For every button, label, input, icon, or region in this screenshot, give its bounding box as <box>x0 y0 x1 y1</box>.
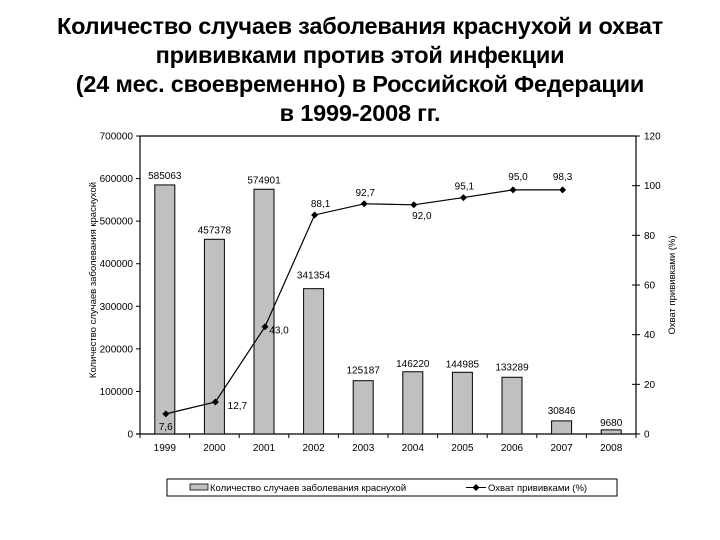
diamond-marker-icon <box>162 410 170 418</box>
x-axis: 1999 2000 2001 2002 2003 2004 2005 2006 2007 2008 <box>136 433 637 454</box>
bar-value-label: 133289 <box>495 362 529 373</box>
line-value-label: 98,3 <box>553 172 573 183</box>
left-axis-tick-label: 400000 <box>100 259 134 270</box>
x-axis-tick-label: 1999 <box>154 443 177 454</box>
right-axis-tick-label: 100 <box>644 181 661 192</box>
left-axis-tick-label: 700000 <box>100 132 134 143</box>
bar <box>402 371 424 435</box>
right-axis: 0 20 40 60 80 100 120 <box>632 132 661 441</box>
left-axis-tick-label: 100000 <box>100 387 134 398</box>
bar <box>451 371 473 435</box>
line-value-label: 95,1 <box>455 182 475 193</box>
line-value-label: 88,1 <box>311 199 331 210</box>
bar-value-label: 585063 <box>148 171 182 182</box>
diamond-marker-icon <box>410 201 418 209</box>
x-axis-tick-label: 2008 <box>600 443 623 454</box>
bar-value-label: 146220 <box>396 359 430 370</box>
line-value-label: 7,6 <box>159 422 173 433</box>
line-value-label: 95,0 <box>508 172 528 183</box>
right-axis-tick-label: 20 <box>644 380 656 391</box>
x-axis-tick-label: 2002 <box>302 443 325 454</box>
legend-label-coverage: Охват прививками (%) <box>488 483 587 494</box>
legend-box <box>166 478 618 497</box>
left-axis-tick-label: 0 <box>127 430 133 441</box>
bar-value-label: 341354 <box>297 271 331 282</box>
bar-value-label: 9680 <box>600 418 623 429</box>
left-axis-tick-label: 200000 <box>100 344 134 355</box>
title-line-1: Количество случаев заболевания краснухой… <box>56 13 664 39</box>
diamond-marker-icon <box>360 200 368 208</box>
line-value-label: 92,0 <box>412 211 432 222</box>
title-line-3: (24 мес. своевременно) в Российской Феде… <box>75 71 645 97</box>
x-axis-tick-label: 2003 <box>352 443 375 454</box>
bar <box>253 188 275 435</box>
bar-value-label: 30846 <box>548 406 576 417</box>
bar <box>303 288 325 435</box>
x-axis-tick-label: 2007 <box>550 443 573 454</box>
left-axis-tick-label: 600000 <box>100 174 134 185</box>
diamond-marker-icon <box>211 398 219 406</box>
line-value-label: 12,7 <box>228 401 248 412</box>
diamond-marker-icon <box>311 211 319 219</box>
legend: Количество случаев заболевания краснухой… <box>166 478 618 497</box>
bar-value-label: 125187 <box>347 366 381 377</box>
diamond-marker-icon <box>472 484 480 491</box>
bar <box>600 429 622 435</box>
x-axis-tick-label: 2006 <box>501 443 524 454</box>
right-axis-tick-label: 0 <box>644 430 650 441</box>
right-axis-tick-label: 80 <box>644 231 656 242</box>
bar <box>551 420 573 435</box>
left-axis: 0 100000 200000 300000 400000 500000 600000 700… <box>100 132 141 441</box>
line-value-label: 92,7 <box>355 188 375 199</box>
chart-title: Количество случаев заболевания краснухой… <box>0 12 720 128</box>
left-axis-tick-label: 500000 <box>100 217 134 228</box>
legend-bar-swatch <box>189 483 209 491</box>
right-axis-tick-label: 40 <box>644 330 656 341</box>
title-line-4: в 1999-2008 гг. <box>279 100 441 126</box>
bar <box>352 380 374 435</box>
left-axis-title: Количество случаев заболевания краснухой <box>88 182 99 378</box>
title-line-2: прививками против этой инфекции <box>155 42 565 68</box>
legend-label-cases: Количество случаев заболевания краснухой <box>210 483 406 494</box>
bar <box>203 238 225 435</box>
bar-value-label: 144985 <box>446 359 480 370</box>
left-axis-tick-label: 300000 <box>100 302 134 313</box>
right-axis-tick-label: 120 <box>644 132 661 143</box>
bar <box>154 184 176 435</box>
diamond-marker-icon <box>261 323 269 331</box>
right-axis-title: Охват прививками (%) <box>667 235 678 334</box>
bar-value-label: 457378 <box>198 225 232 236</box>
x-axis-tick-label: 2000 <box>203 443 226 454</box>
diamond-marker-icon <box>459 194 467 202</box>
x-axis-tick-label: 2005 <box>451 443 474 454</box>
line-value-label: 43,0 <box>269 326 289 337</box>
bar-series: 585063 457378 574901 341354 125187 146220 1449… <box>148 171 623 435</box>
bar <box>501 376 523 435</box>
line-series: 7,6 12,7 43,0 88,1 92,7 92,0 95,1 95,0 98,3 <box>159 172 573 433</box>
x-axis-tick-label: 2001 <box>253 443 276 454</box>
bar-value-label: 574901 <box>247 175 281 186</box>
diamond-marker-icon <box>559 186 567 194</box>
diamond-marker-icon <box>509 186 517 194</box>
x-axis-tick-label: 2004 <box>402 443 425 454</box>
right-axis-tick-label: 60 <box>644 281 656 292</box>
